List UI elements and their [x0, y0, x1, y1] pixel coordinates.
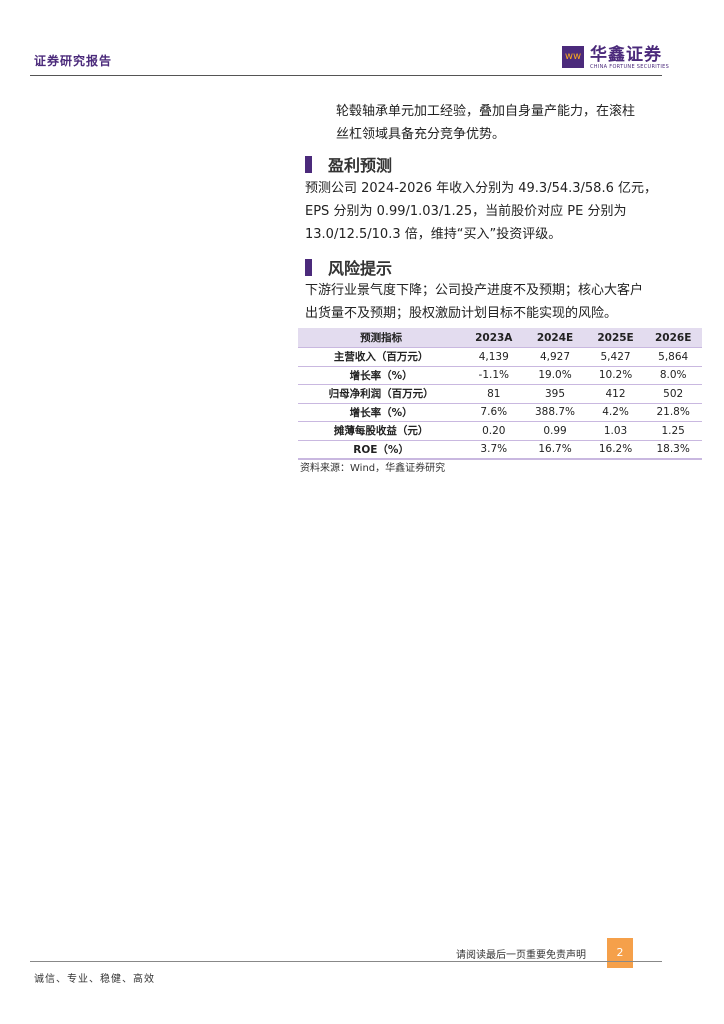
row-label: 摊薄每股收益（元）	[298, 421, 465, 440]
text-line: 下游行业景气度下降；公司投产进度不及预期；核心大客户	[305, 283, 644, 298]
table-row: 摊薄每股收益（元） 0.20 0.99 1.03 1.25	[298, 421, 702, 440]
table-cell: 388.7%	[523, 402, 587, 422]
logo-name-cn: 华鑫证券	[590, 45, 662, 65]
column-header: 2026E	[644, 328, 702, 348]
intro-paragraph: 轮毂轴承单元加工经验，叠加自身量产能力，在滚柱 丝杠领域具备充分竞争优势。	[336, 100, 696, 146]
table-cell: 16.2%	[586, 439, 645, 460]
forecast-table: 预测指标 2023A 2024E 2025E 2026E 主营收入（百万元） 4,…	[298, 328, 702, 460]
forecast-paragraph: 预测公司 2024-2026 年收入分别为 49.3/54.3/58.6 亿元，…	[305, 177, 697, 246]
header-title: 证券研究报告	[34, 54, 113, 68]
text-line: 丝杠领域具备充分竞争优势。	[336, 127, 506, 142]
column-header: 预测指标	[298, 328, 465, 348]
section-heading-risk: 风险提示	[305, 255, 392, 279]
source-note: 资料来源：Wind，华鑫证券研究	[300, 463, 446, 474]
table-cell: 0.20	[464, 421, 524, 440]
logo-name-en: CHINA FORTUNE SECURITIES	[590, 64, 670, 70]
section-heading-forecast: 盈利预测	[305, 152, 392, 176]
section-title: 风险提示	[328, 259, 393, 278]
table-cell: 4,927	[523, 347, 587, 366]
risk-paragraph: 下游行业景气度下降；公司投产进度不及预期；核心大客户 出货量不及预期；股权激励计…	[305, 279, 697, 325]
column-header: 2024E	[523, 328, 587, 348]
logo-icon: ww	[562, 46, 584, 68]
table-cell: 19.0%	[523, 365, 587, 385]
section-marker	[305, 155, 312, 173]
table-header-row: 预测指标 2023A 2024E 2025E 2026E	[298, 328, 702, 348]
table-cell: 4.2%	[586, 402, 645, 422]
footer-motto: 诚信、专业、稳健、高效	[34, 974, 155, 985]
footer-divider	[30, 961, 662, 962]
table-cell: 1.25	[644, 421, 702, 440]
table-cell: 5,427	[586, 347, 645, 366]
table-cell: 412	[586, 384, 645, 403]
table-cell: 4,139	[464, 347, 524, 366]
column-header: 2023A	[464, 328, 524, 348]
header-divider	[30, 75, 662, 76]
text-line: 出货量不及预期；股权激励计划目标不能实现的风险。	[305, 306, 618, 321]
table-cell: -1.1%	[464, 365, 524, 385]
text-line: 13.0/12.5/10.3 倍，维持“买入”投资评级。	[305, 227, 562, 242]
row-label: ROE（%）	[298, 439, 465, 460]
text-line: 轮毂轴承单元加工经验，叠加自身量产能力，在滚柱	[336, 104, 636, 119]
section-title: 盈利预测	[328, 156, 393, 175]
company-logo: ww 华鑫证券 CHINA FORTUNE SECURITIES	[562, 46, 669, 70]
table-cell: 502	[644, 384, 702, 403]
table-cell: 18.3%	[644, 439, 702, 460]
section-marker	[305, 258, 312, 276]
table-cell: 81	[464, 384, 524, 403]
text-line: EPS 分别为 0.99/1.03/1.25，当前股价对应 PE 分别为	[305, 204, 627, 219]
disclaimer-note: 请阅读最后一页重要免责声明	[456, 950, 586, 961]
page-number: 2	[607, 938, 633, 968]
table-cell: 8.0%	[644, 365, 702, 385]
table-cell: 1.03	[586, 421, 645, 440]
table-row: 增长率（%） -1.1% 19.0% 10.2% 8.0%	[298, 365, 702, 385]
table-row: 归母净利润（百万元） 81 395 412 502	[298, 384, 702, 403]
table-cell: 7.6%	[464, 402, 524, 422]
table-cell: 3.7%	[464, 439, 524, 460]
table-cell: 5,864	[644, 347, 702, 366]
row-label: 主营收入（百万元）	[298, 347, 465, 366]
table-row: ROE（%） 3.7% 16.7% 16.2% 18.3%	[298, 439, 702, 460]
table-row: 主营收入（百万元） 4,139 4,927 5,427 5,864	[298, 347, 702, 366]
row-label: 归母净利润（百万元）	[298, 384, 465, 403]
table-cell: 0.99	[523, 421, 587, 440]
table-cell: 16.7%	[523, 439, 587, 460]
table-cell: 10.2%	[586, 365, 645, 385]
table-row: 增长率（%） 7.6% 388.7% 4.2% 21.8%	[298, 402, 702, 422]
row-label: 增长率（%）	[298, 365, 465, 385]
row-label: 增长率（%）	[298, 402, 465, 422]
table-cell: 21.8%	[644, 402, 702, 422]
table-cell: 395	[523, 384, 587, 403]
column-header: 2025E	[586, 328, 645, 348]
text-line: 预测公司 2024-2026 年收入分别为 49.3/54.3/58.6 亿元，	[305, 181, 657, 196]
